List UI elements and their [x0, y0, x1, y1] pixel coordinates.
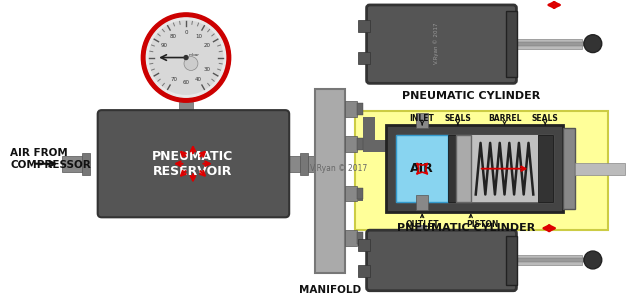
Bar — [179, 102, 193, 114]
Bar — [345, 101, 357, 117]
Text: PNEUMATIC CYLINDER: PNEUMATIC CYLINDER — [402, 91, 540, 101]
Bar — [575, 163, 624, 175]
Bar — [505, 236, 517, 285]
Bar — [358, 239, 370, 251]
Bar — [355, 111, 608, 230]
Text: BARREL: BARREL — [488, 113, 521, 123]
Bar — [308, 156, 315, 172]
Bar — [357, 232, 363, 244]
Circle shape — [184, 56, 198, 70]
Bar — [357, 138, 363, 150]
Bar — [417, 225, 427, 233]
FancyBboxPatch shape — [367, 230, 517, 291]
FancyBboxPatch shape — [98, 110, 289, 217]
Bar — [345, 136, 357, 152]
Text: PNEUMATIC
RESERVOIR: PNEUMATIC RESERVOIR — [152, 150, 234, 178]
Text: mbar: mbar — [188, 53, 200, 56]
Text: V.Ryan © 2017: V.Ryan © 2017 — [433, 23, 439, 64]
Text: 0: 0 — [184, 30, 188, 35]
Bar — [62, 156, 84, 172]
Bar — [82, 153, 89, 175]
Bar — [358, 105, 363, 117]
Text: V.Ryan © 2017: V.Ryan © 2017 — [310, 164, 367, 173]
Bar — [358, 189, 363, 201]
Text: SEALS: SEALS — [445, 113, 471, 123]
Bar — [538, 135, 553, 203]
Bar — [358, 20, 370, 32]
Circle shape — [141, 13, 231, 102]
Bar — [517, 39, 582, 49]
Bar — [456, 135, 471, 203]
Bar — [358, 265, 370, 277]
Bar — [386, 125, 563, 212]
Text: MANIFOLD: MANIFOLD — [299, 285, 361, 295]
Bar — [416, 113, 428, 128]
Text: OUTLET: OUTLET — [405, 220, 439, 229]
Text: 30: 30 — [204, 67, 211, 72]
Circle shape — [149, 21, 223, 94]
Text: AIR FROM
COMPRESSOR: AIR FROM COMPRESSOR — [10, 148, 91, 170]
Bar — [363, 117, 375, 152]
Bar — [471, 135, 538, 203]
Bar — [517, 258, 592, 262]
Text: 40: 40 — [195, 77, 202, 82]
Bar — [358, 234, 363, 246]
Bar — [363, 140, 419, 152]
Text: SEALS: SEALS — [532, 113, 559, 123]
Text: 20: 20 — [204, 43, 211, 48]
Bar — [345, 186, 357, 201]
Bar — [448, 135, 456, 203]
Bar — [357, 103, 363, 115]
Bar — [315, 89, 345, 273]
Bar — [396, 135, 448, 203]
Bar — [517, 42, 592, 46]
Text: PNEUMATIC CYLINDER: PNEUMATIC CYLINDER — [397, 223, 535, 233]
Text: 70: 70 — [170, 77, 177, 82]
FancyBboxPatch shape — [367, 5, 517, 83]
Bar — [563, 128, 575, 209]
Text: PISTON: PISTON — [466, 220, 499, 229]
Circle shape — [146, 18, 226, 97]
Bar — [300, 153, 308, 175]
Bar — [505, 11, 517, 78]
Bar — [416, 114, 428, 122]
Bar — [357, 187, 363, 200]
Bar — [517, 255, 582, 265]
Bar — [285, 156, 300, 172]
Text: 60: 60 — [183, 80, 190, 85]
Text: AIR: AIR — [410, 162, 434, 175]
Text: 80: 80 — [170, 34, 177, 39]
Bar — [416, 195, 428, 210]
Text: INLET: INLET — [410, 113, 435, 123]
Circle shape — [584, 35, 602, 53]
Bar — [358, 52, 370, 64]
Text: 90: 90 — [161, 43, 168, 48]
Bar — [396, 135, 553, 203]
Circle shape — [184, 56, 188, 59]
Text: 10: 10 — [195, 34, 202, 39]
Bar — [345, 230, 357, 246]
Circle shape — [584, 251, 602, 269]
